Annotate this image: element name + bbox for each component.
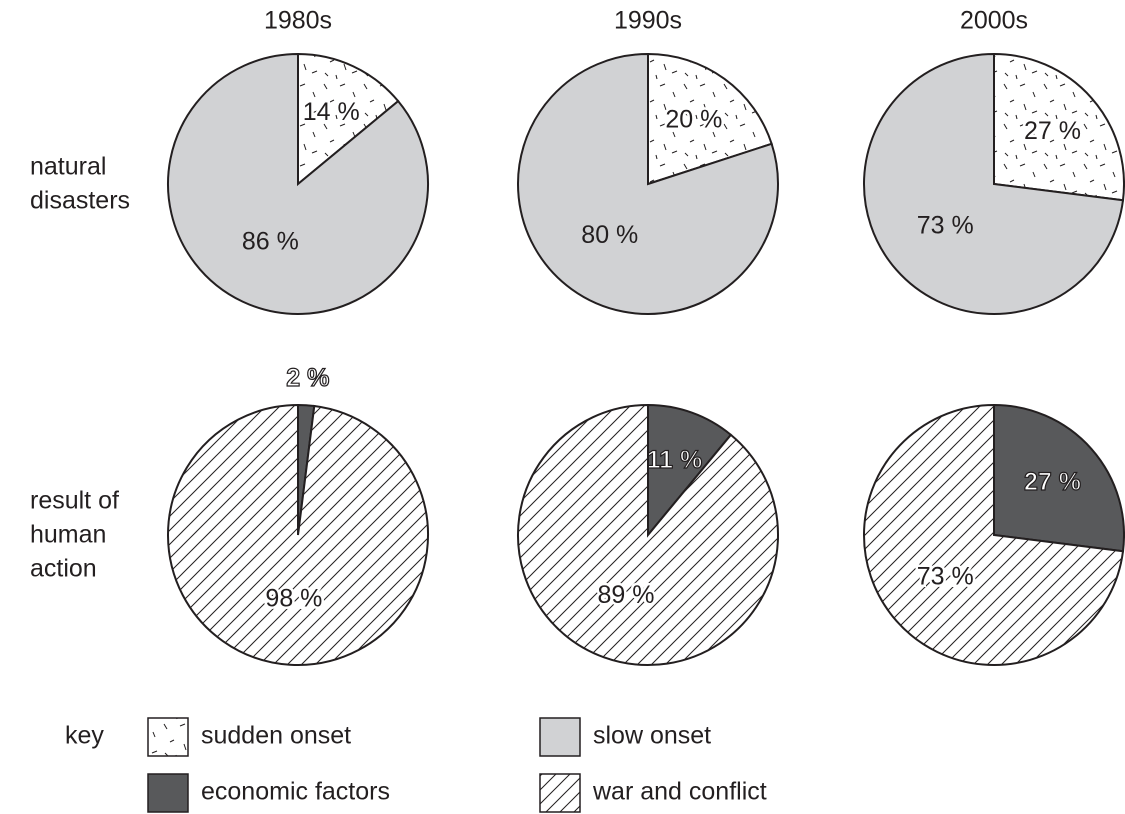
legend-swatch — [147, 717, 189, 757]
pie-slice — [167, 403, 429, 666]
legend-label: sudden onset — [201, 722, 351, 750]
pie-slice — [517, 52, 779, 315]
legend-label: economic factors — [201, 778, 390, 806]
data-label: 14 % — [303, 98, 360, 126]
data-label: 89 % — [597, 581, 654, 609]
legend-swatch — [147, 773, 189, 813]
data-label: 80 % — [581, 221, 638, 249]
data-label: 73 % — [917, 212, 974, 240]
column-title: 2000s — [960, 7, 1028, 35]
data-label: 98 % — [265, 584, 322, 612]
data-label: 73 % — [917, 563, 974, 591]
pie-slice — [647, 403, 733, 538]
pie-slice — [863, 403, 1125, 666]
pie-slice — [167, 52, 429, 315]
row-label: human — [30, 521, 106, 549]
column-title: 1990s — [614, 7, 682, 35]
data-label: 27 % — [1024, 468, 1081, 496]
data-label: 11 % — [647, 446, 703, 474]
data-label: 27 % — [1024, 117, 1081, 145]
data-label: 2 % — [286, 364, 329, 392]
legend-label: slow onset — [593, 722, 711, 750]
pie-slice — [863, 52, 1125, 315]
row-label: action — [30, 555, 97, 583]
data-label: 20 % — [665, 106, 722, 134]
pie-slice — [297, 52, 400, 187]
pie-slice — [647, 52, 773, 186]
data-label: 86 % — [242, 227, 299, 255]
legend-swatch — [539, 717, 581, 757]
row-label: disasters — [30, 187, 130, 215]
row-label: result of — [30, 487, 119, 515]
pie-slice — [517, 403, 779, 666]
legend-swatch — [539, 773, 581, 813]
legend-label: war and conflict — [592, 778, 767, 806]
row-label: natural — [30, 153, 106, 181]
pie-slice — [993, 52, 1125, 202]
pie-slice — [993, 403, 1125, 553]
column-title: 1980s — [264, 7, 332, 35]
key-label: key — [65, 722, 104, 750]
